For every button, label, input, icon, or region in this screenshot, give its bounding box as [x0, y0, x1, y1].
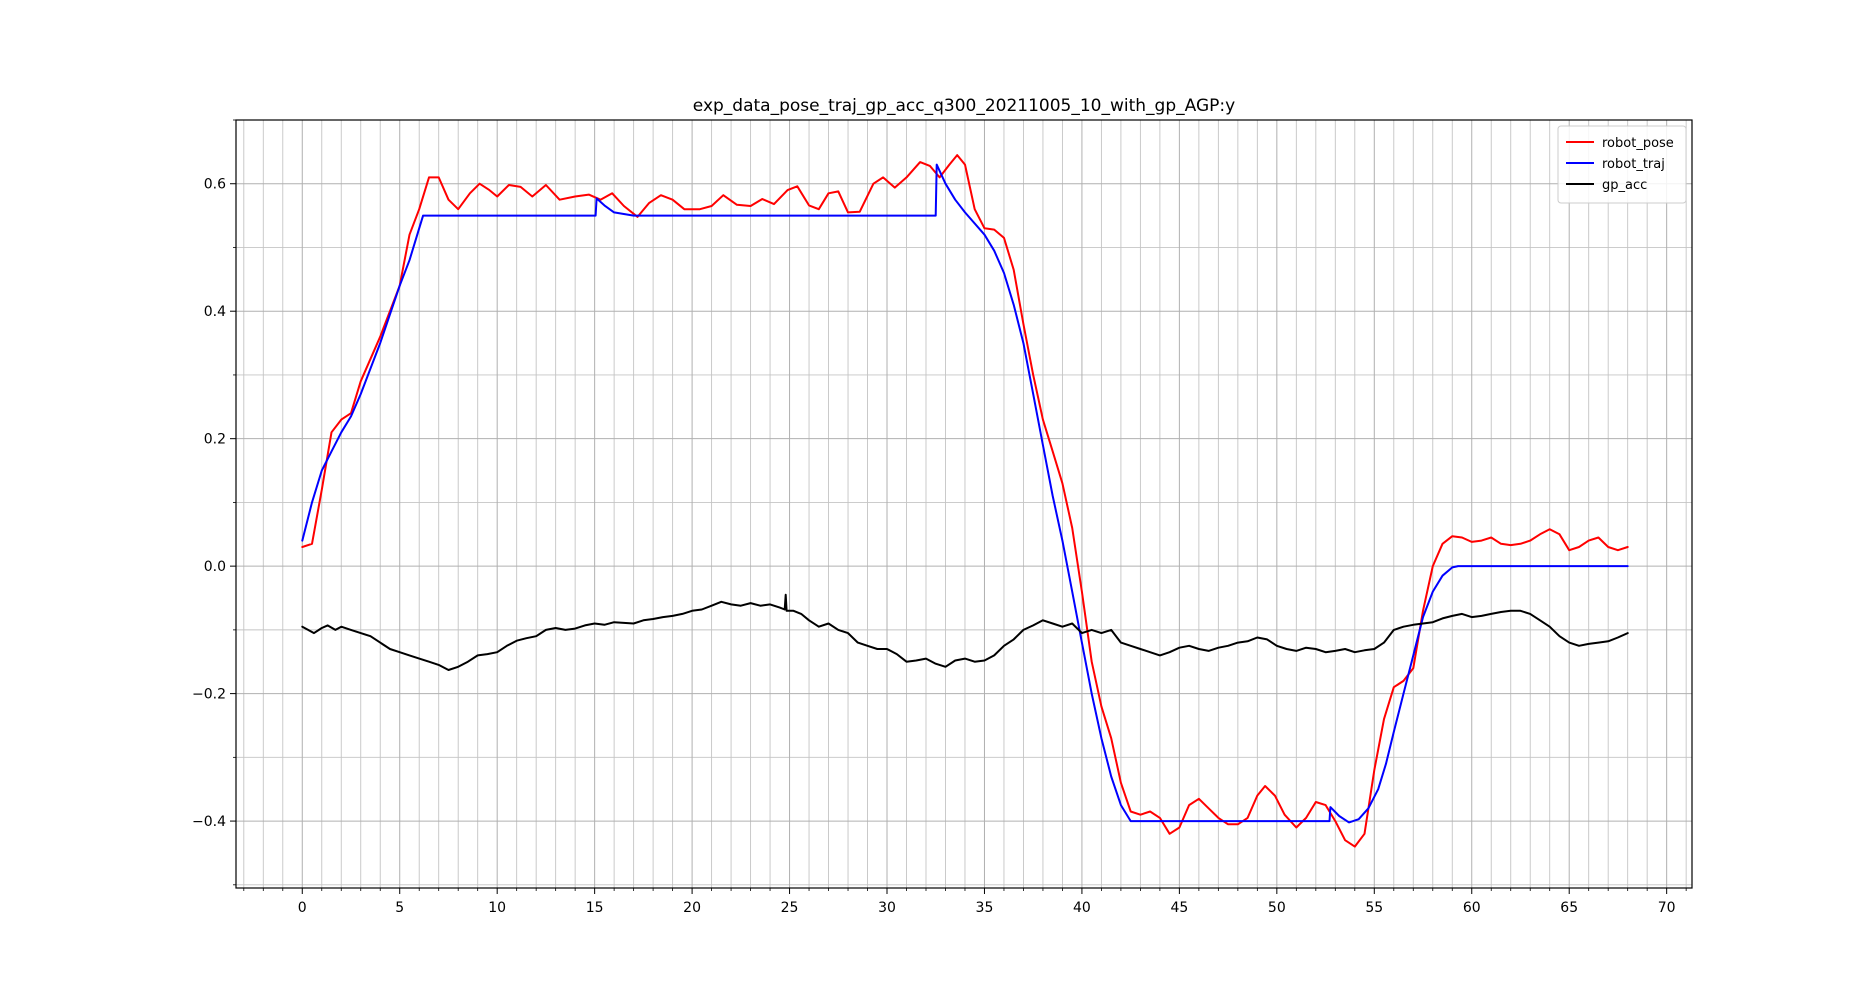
axis-ticks: 0 5 10 15 20 25 30 35 40 45 50 55 60 65 70 0.6 0.4 0.2 0.0…: [192, 119, 1687, 916]
legend-label: gp_acc: [1602, 178, 1647, 193]
x-tick-label: 10: [488, 900, 506, 916]
series-line-gp-acc: [301, 593, 1629, 671]
x-tick-label: 60: [1463, 900, 1481, 916]
x-tick-label: 30: [878, 900, 896, 916]
x-tick-label: 55: [1365, 900, 1383, 916]
legend: robot_pose robot_traj gp_acc: [1557, 125, 1687, 204]
y-tick-label: −0.2: [192, 687, 226, 703]
series-line-robot-pose: [301, 154, 1629, 848]
x-tick-label: 35: [976, 900, 994, 916]
x-tick-label: 15: [586, 900, 604, 916]
series-line-robot-traj: [301, 163, 1629, 824]
x-tick-label: 40: [1073, 900, 1091, 916]
grid-lines: [236, 119, 1692, 888]
x-tick-label: 50: [1268, 900, 1286, 916]
y-tick-label: −0.4: [192, 814, 226, 830]
y-tick-label: 0.2: [204, 432, 226, 448]
x-tick-label: 45: [1170, 900, 1188, 916]
x-tick-label: 65: [1560, 900, 1578, 916]
x-tick-label: 70: [1658, 900, 1676, 916]
plot-frame: [235, 119, 1693, 889]
x-tick-label: 0: [298, 900, 307, 916]
series-lines: [301, 154, 1629, 848]
y-tick-label: 0.0: [204, 559, 226, 575]
x-tick-label: 5: [395, 900, 404, 916]
x-tick-label: 25: [781, 900, 799, 916]
chart-title: exp_data_pose_traj_gp_acc_q300_20211005_…: [693, 96, 1235, 116]
x-tick-label: 20: [683, 900, 701, 916]
legend-label: robot_traj: [1602, 157, 1665, 172]
legend-label: robot_pose: [1602, 136, 1674, 151]
y-tick-label: 0.4: [204, 304, 226, 320]
y-tick-label: 0.6: [204, 177, 226, 193]
